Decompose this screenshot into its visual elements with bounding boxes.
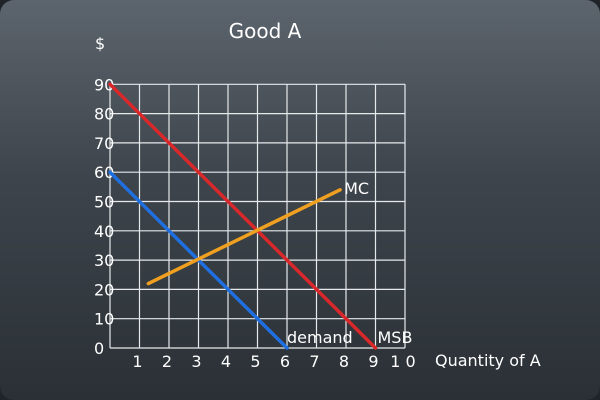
series-label-demand: demand xyxy=(287,328,353,347)
x-tick-label: 6 xyxy=(280,352,290,371)
x-axis-label: Quantity of A xyxy=(435,351,541,370)
x-tick-label: 4 xyxy=(221,352,231,371)
x-tick-label: 3 xyxy=(191,352,201,371)
series-line-msb xyxy=(108,82,378,350)
y-tick-label: 80 xyxy=(94,105,114,124)
series-labels: MSB demand MC xyxy=(287,179,412,347)
y-tick-label: 50 xyxy=(94,193,114,212)
y-tick-label: 30 xyxy=(94,251,114,270)
series-line-mc xyxy=(146,188,342,286)
y-axis-label: $ xyxy=(95,34,105,53)
series-label-msb: MSB xyxy=(378,328,413,347)
x-tick-label: 2 xyxy=(162,352,172,371)
y-tick-label: 0 xyxy=(94,339,104,358)
chart-title: Good A xyxy=(229,19,302,43)
y-tick-label: 90 xyxy=(94,75,114,94)
y-tick-label: 20 xyxy=(94,280,114,299)
x-tick-label: 5 xyxy=(250,352,260,371)
y-tick-label: 40 xyxy=(94,222,114,241)
x-tick-label: 7 xyxy=(309,352,319,371)
x-tick-label: 1 xyxy=(132,352,142,371)
series-lines xyxy=(108,82,378,350)
series-label-mc: MC xyxy=(344,179,369,198)
y-tick-label: 10 xyxy=(94,310,114,329)
x-tick-label: 8 xyxy=(339,352,349,371)
y-tick-label: 70 xyxy=(94,134,114,153)
x-tick-label: 1 0 xyxy=(390,352,415,371)
y-tick-label: 60 xyxy=(94,163,114,182)
x-tick-label: 9 xyxy=(368,352,378,371)
